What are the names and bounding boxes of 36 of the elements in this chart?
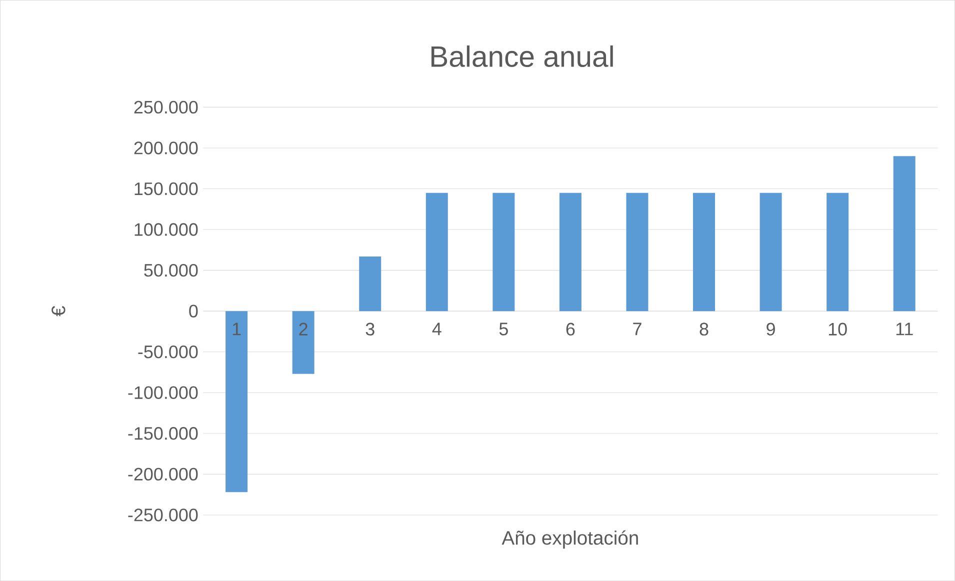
bar	[492, 192, 515, 311]
x-tick-label: 11	[896, 322, 913, 336]
x-tick-label: 2	[299, 322, 308, 336]
bar	[426, 192, 448, 311]
bar	[760, 192, 782, 311]
x-tick-label: 4	[432, 322, 442, 336]
y-tick-label: 50.000	[144, 264, 198, 277]
bar	[226, 310, 248, 492]
y-axis-title: €	[52, 306, 66, 316]
y-tick-label: -50.000	[138, 345, 198, 358]
x-tick-label: 10	[828, 322, 847, 336]
x-tick-label: 6	[566, 322, 575, 336]
bar	[693, 192, 716, 311]
y-tick-label: 200.000	[134, 142, 198, 154]
bar	[559, 192, 582, 311]
chart-title: Balance anual	[431, 45, 613, 67]
x-tick-label: 1	[232, 322, 241, 336]
x-tick-label: 3	[366, 322, 374, 336]
y-tick-label: -250.000	[128, 508, 198, 522]
y-tick-label: 150.000	[134, 182, 198, 196]
bar	[359, 256, 382, 311]
x-tick-label: 7	[633, 322, 642, 336]
y-tick-label: -150.000	[128, 426, 198, 440]
y-tick-label: -200.000	[128, 468, 198, 480]
bar	[893, 156, 916, 311]
x-tick-label: 5	[499, 322, 508, 336]
bar	[626, 192, 648, 311]
x-tick-label: 9	[766, 322, 775, 336]
y-tick-label: 100.000	[134, 223, 198, 236]
y-tick-label: 250.000	[134, 100, 198, 114]
x-tick-label: 8	[700, 322, 708, 336]
bar	[826, 192, 849, 311]
y-tick-label: 0	[189, 304, 198, 318]
bar	[292, 310, 314, 374]
y-tick-label: -100.000	[128, 386, 198, 399]
x-axis-title: Año explotación	[502, 530, 638, 548]
